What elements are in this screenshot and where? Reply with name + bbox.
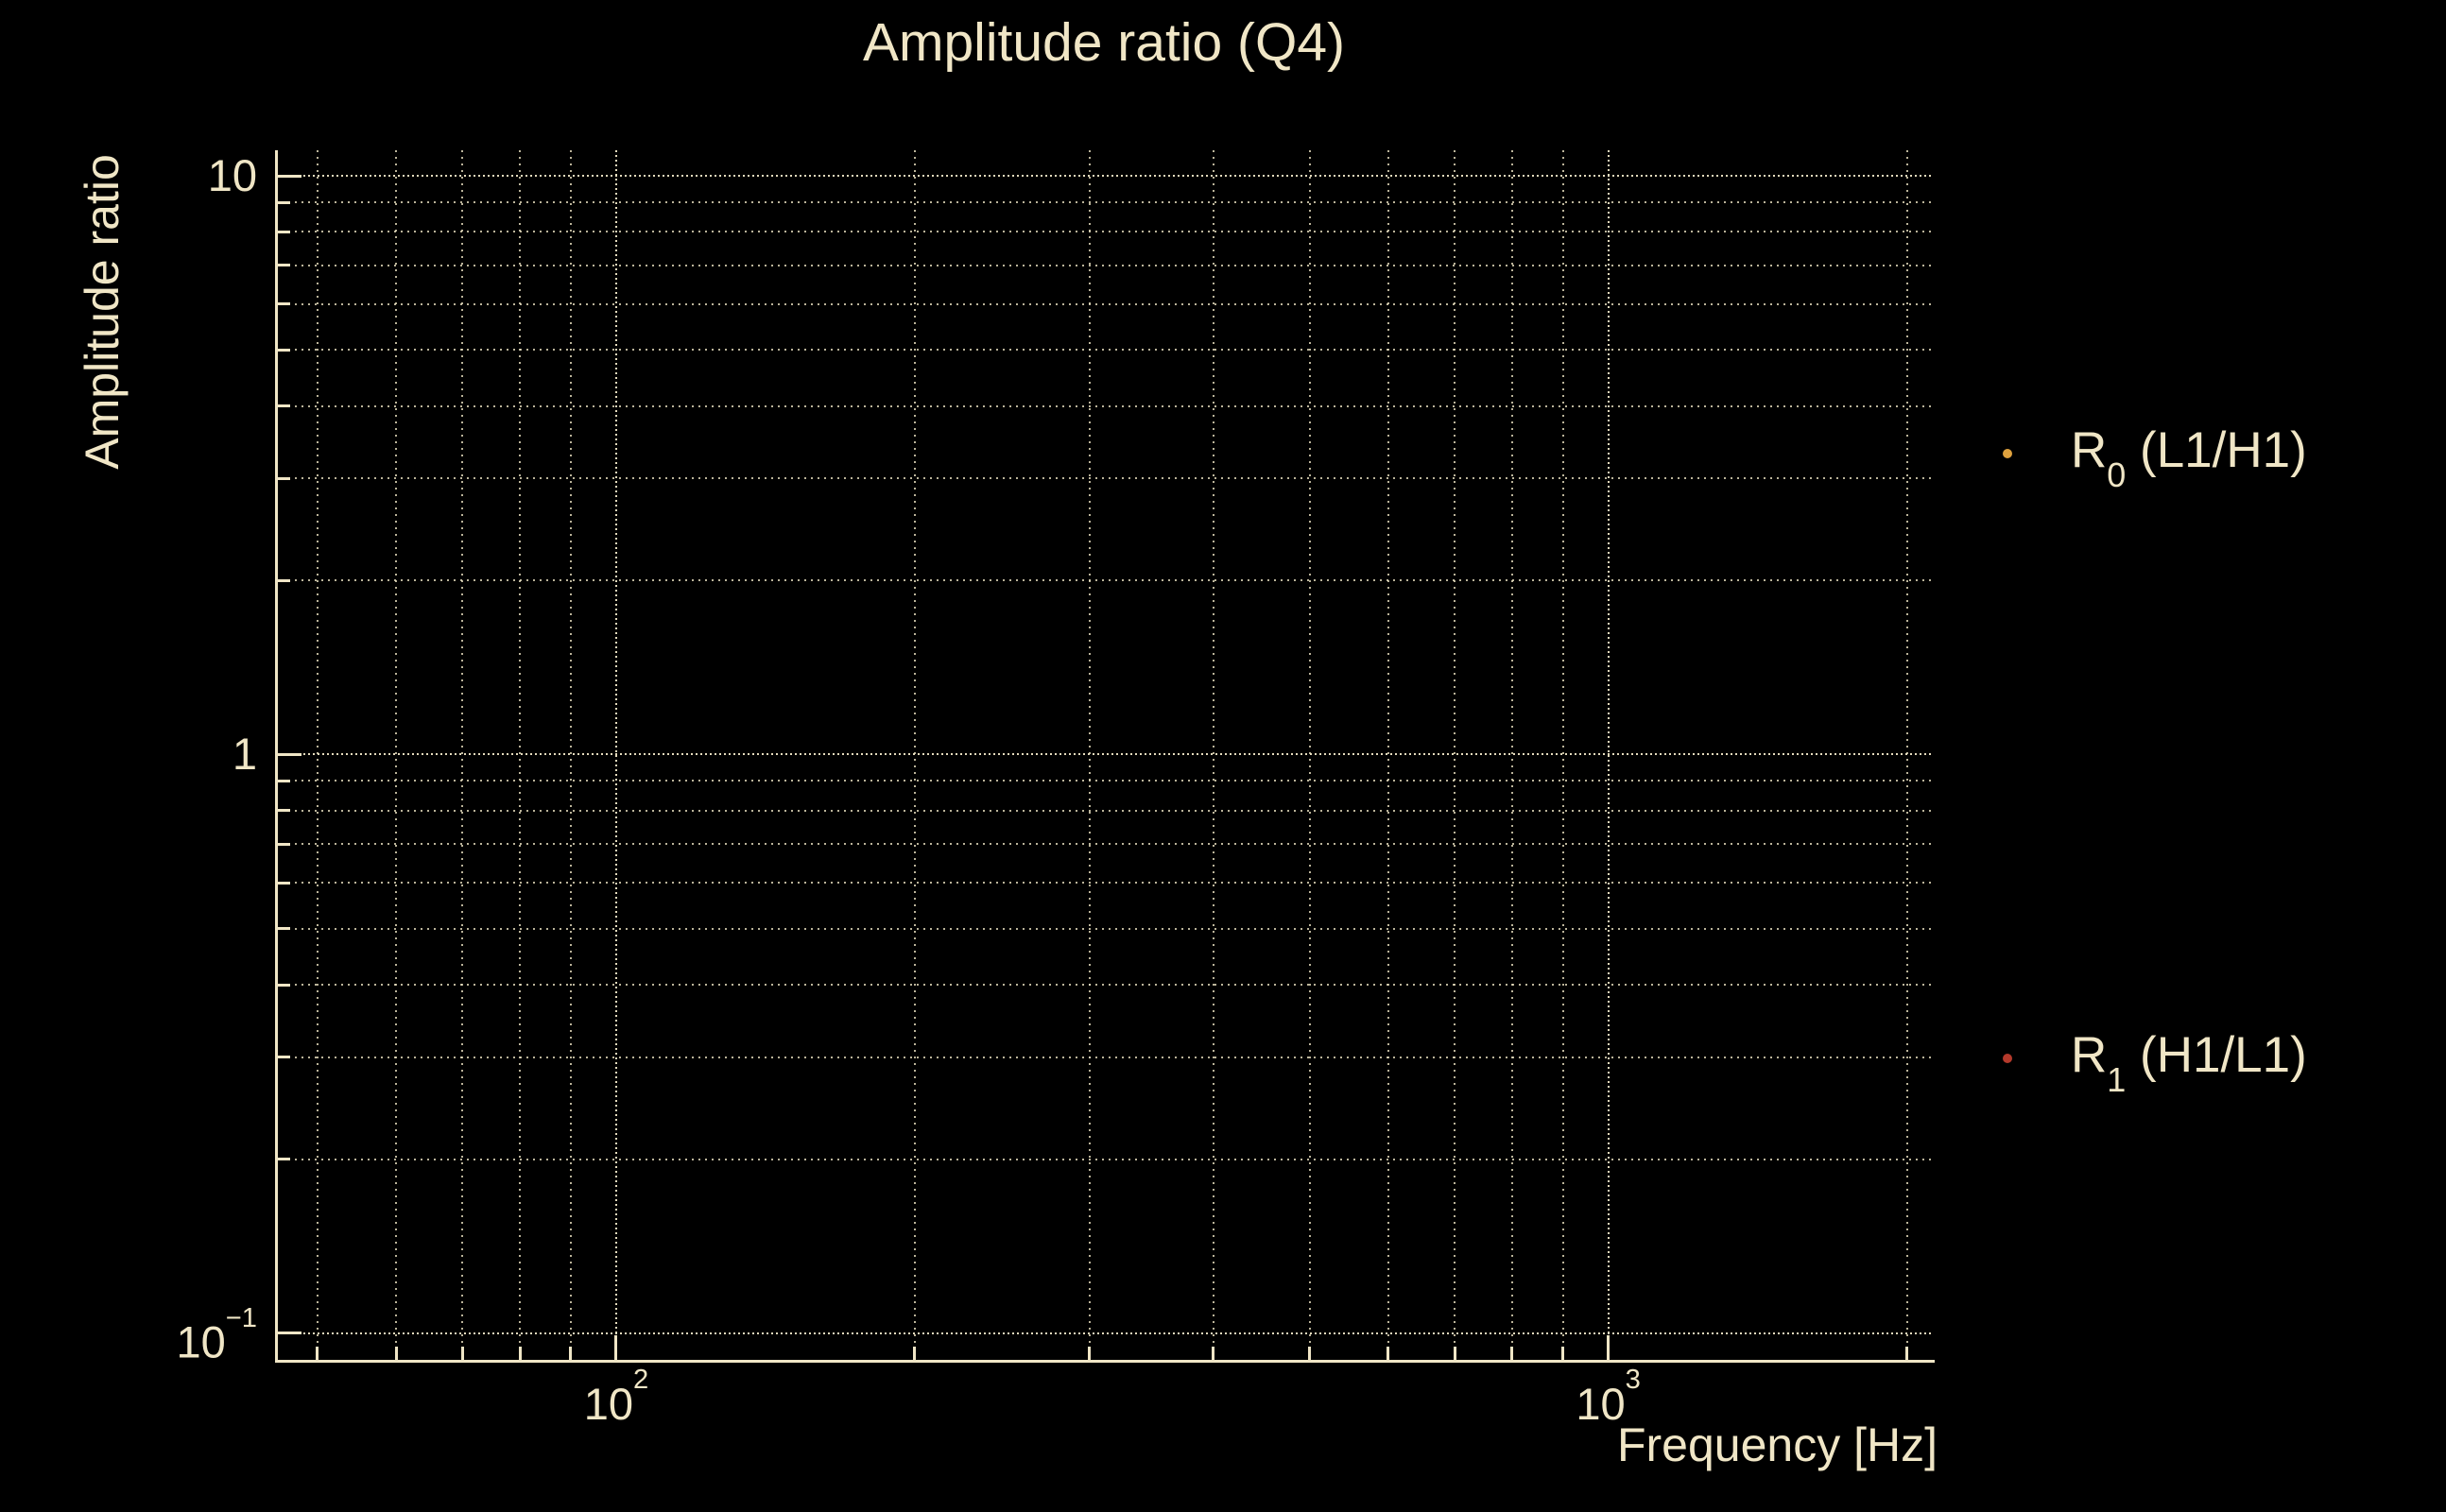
y-major-tick bbox=[275, 174, 301, 178]
x-minor-tick bbox=[913, 1347, 917, 1362]
x-minor-tick bbox=[1088, 1347, 1092, 1362]
y-minor-tick bbox=[275, 264, 290, 267]
x-axis-spine bbox=[275, 1360, 1935, 1363]
gridline-x-major bbox=[614, 150, 617, 1362]
y-minor-tick bbox=[275, 779, 290, 782]
y-tick-label: 1 bbox=[232, 729, 257, 780]
y-minor-tick bbox=[275, 200, 290, 204]
y-minor-tick bbox=[275, 983, 290, 987]
y-minor-tick bbox=[275, 1158, 290, 1161]
gridline-y-minor bbox=[275, 780, 1933, 782]
y-tick-label: 10 bbox=[207, 150, 257, 201]
legend-marker-dot-icon bbox=[2003, 1054, 2012, 1063]
y-minor-tick bbox=[275, 348, 290, 352]
gridline-x-minor bbox=[1561, 150, 1564, 1362]
x-minor-tick bbox=[569, 1347, 573, 1362]
x-minor-tick bbox=[1387, 1347, 1390, 1362]
x-minor-tick bbox=[1212, 1347, 1215, 1362]
gridline-x-minor bbox=[1510, 150, 1513, 1362]
legend-entry-label: R0 (L1/H1) bbox=[2071, 421, 2307, 495]
x-major-tick bbox=[614, 1335, 618, 1362]
gridline-x-minor bbox=[461, 150, 464, 1362]
y-minor-tick bbox=[275, 842, 290, 846]
x-minor-tick bbox=[1905, 1347, 1909, 1362]
legend-marker-dot-icon bbox=[2003, 449, 2012, 458]
gridline-y-minor bbox=[275, 264, 1933, 266]
y-major-tick bbox=[275, 1332, 301, 1335]
gridline-x-minor bbox=[1308, 150, 1311, 1362]
tick-exponent: 2 bbox=[633, 1365, 649, 1396]
legend-entry: R0 (L1/H1) bbox=[2003, 411, 2307, 496]
gridline-x-minor bbox=[316, 150, 319, 1362]
y-minor-tick bbox=[275, 1056, 290, 1059]
gridline-y-minor bbox=[275, 302, 1933, 305]
gridline-x-minor bbox=[1212, 150, 1214, 1362]
x-tick-label: 103 bbox=[1576, 1365, 1641, 1429]
legend-entry: R1 (H1/L1) bbox=[2003, 1016, 2307, 1101]
gridline-y-minor bbox=[275, 1158, 1933, 1160]
x-minor-tick bbox=[394, 1347, 398, 1362]
x-minor-tick bbox=[1453, 1347, 1456, 1362]
gridline-y-minor bbox=[275, 404, 1933, 407]
legend-subscript: 1 bbox=[2107, 1060, 2127, 1100]
x-minor-tick bbox=[316, 1347, 319, 1362]
x-axis-label: Frequency [Hz] bbox=[1616, 1418, 1938, 1471]
x-minor-tick bbox=[1561, 1347, 1565, 1362]
gridline-y-minor bbox=[275, 927, 1933, 930]
gridline-y-minor bbox=[275, 809, 1933, 812]
gridline-y-minor bbox=[275, 579, 1933, 582]
x-minor-tick bbox=[460, 1347, 464, 1362]
gridline-y-minor bbox=[275, 1056, 1933, 1058]
x-tick-label: 102 bbox=[583, 1365, 649, 1429]
y-tick-label: 10−1 bbox=[176, 1302, 258, 1367]
y-minor-tick bbox=[275, 578, 290, 582]
x-major-tick bbox=[1607, 1335, 1611, 1362]
gridline-y-major bbox=[275, 753, 1933, 756]
gridline-y-minor bbox=[275, 882, 1933, 885]
y-minor-tick bbox=[275, 809, 290, 813]
y-minor-tick bbox=[275, 927, 290, 931]
gridline-y-minor bbox=[275, 349, 1933, 352]
gridline-x-minor bbox=[1088, 150, 1091, 1362]
x-minor-tick bbox=[1308, 1347, 1312, 1362]
y-minor-tick bbox=[275, 404, 290, 408]
tick-exponent: 3 bbox=[1625, 1365, 1641, 1396]
gridline-y-minor bbox=[275, 201, 1933, 204]
chart-title: Amplitude ratio (Q4) bbox=[862, 12, 1346, 73]
gridline-x-minor bbox=[1387, 150, 1389, 1362]
gridline-x-minor bbox=[569, 150, 572, 1362]
legend-entry-label: R1 (H1/L1) bbox=[2071, 1026, 2307, 1100]
y-minor-tick bbox=[275, 302, 290, 306]
gridline-y-minor bbox=[275, 477, 1933, 480]
gridline-x-major bbox=[1607, 150, 1610, 1362]
tick-exponent: −1 bbox=[225, 1302, 257, 1333]
gridline-y-minor bbox=[275, 984, 1933, 987]
x-minor-tick bbox=[1510, 1347, 1514, 1362]
x-minor-tick bbox=[518, 1347, 522, 1362]
gridline-y-minor bbox=[275, 843, 1933, 846]
gridline-x-minor bbox=[395, 150, 398, 1362]
gridline-y-major bbox=[275, 175, 1933, 178]
y-axis-spine bbox=[275, 150, 278, 1362]
y-minor-tick bbox=[275, 476, 290, 480]
y-major-tick bbox=[275, 752, 301, 756]
gridline-x-minor bbox=[913, 150, 916, 1362]
gridline-x-minor bbox=[1454, 150, 1456, 1362]
gridline-x-minor bbox=[1905, 150, 1908, 1362]
gridline-y-major bbox=[275, 1332, 1933, 1334]
gridline-x-minor bbox=[519, 150, 522, 1362]
y-minor-tick bbox=[275, 881, 290, 885]
legend-subscript: 0 bbox=[2107, 455, 2127, 495]
gridline-y-minor bbox=[275, 231, 1933, 233]
y-minor-tick bbox=[275, 230, 290, 233]
